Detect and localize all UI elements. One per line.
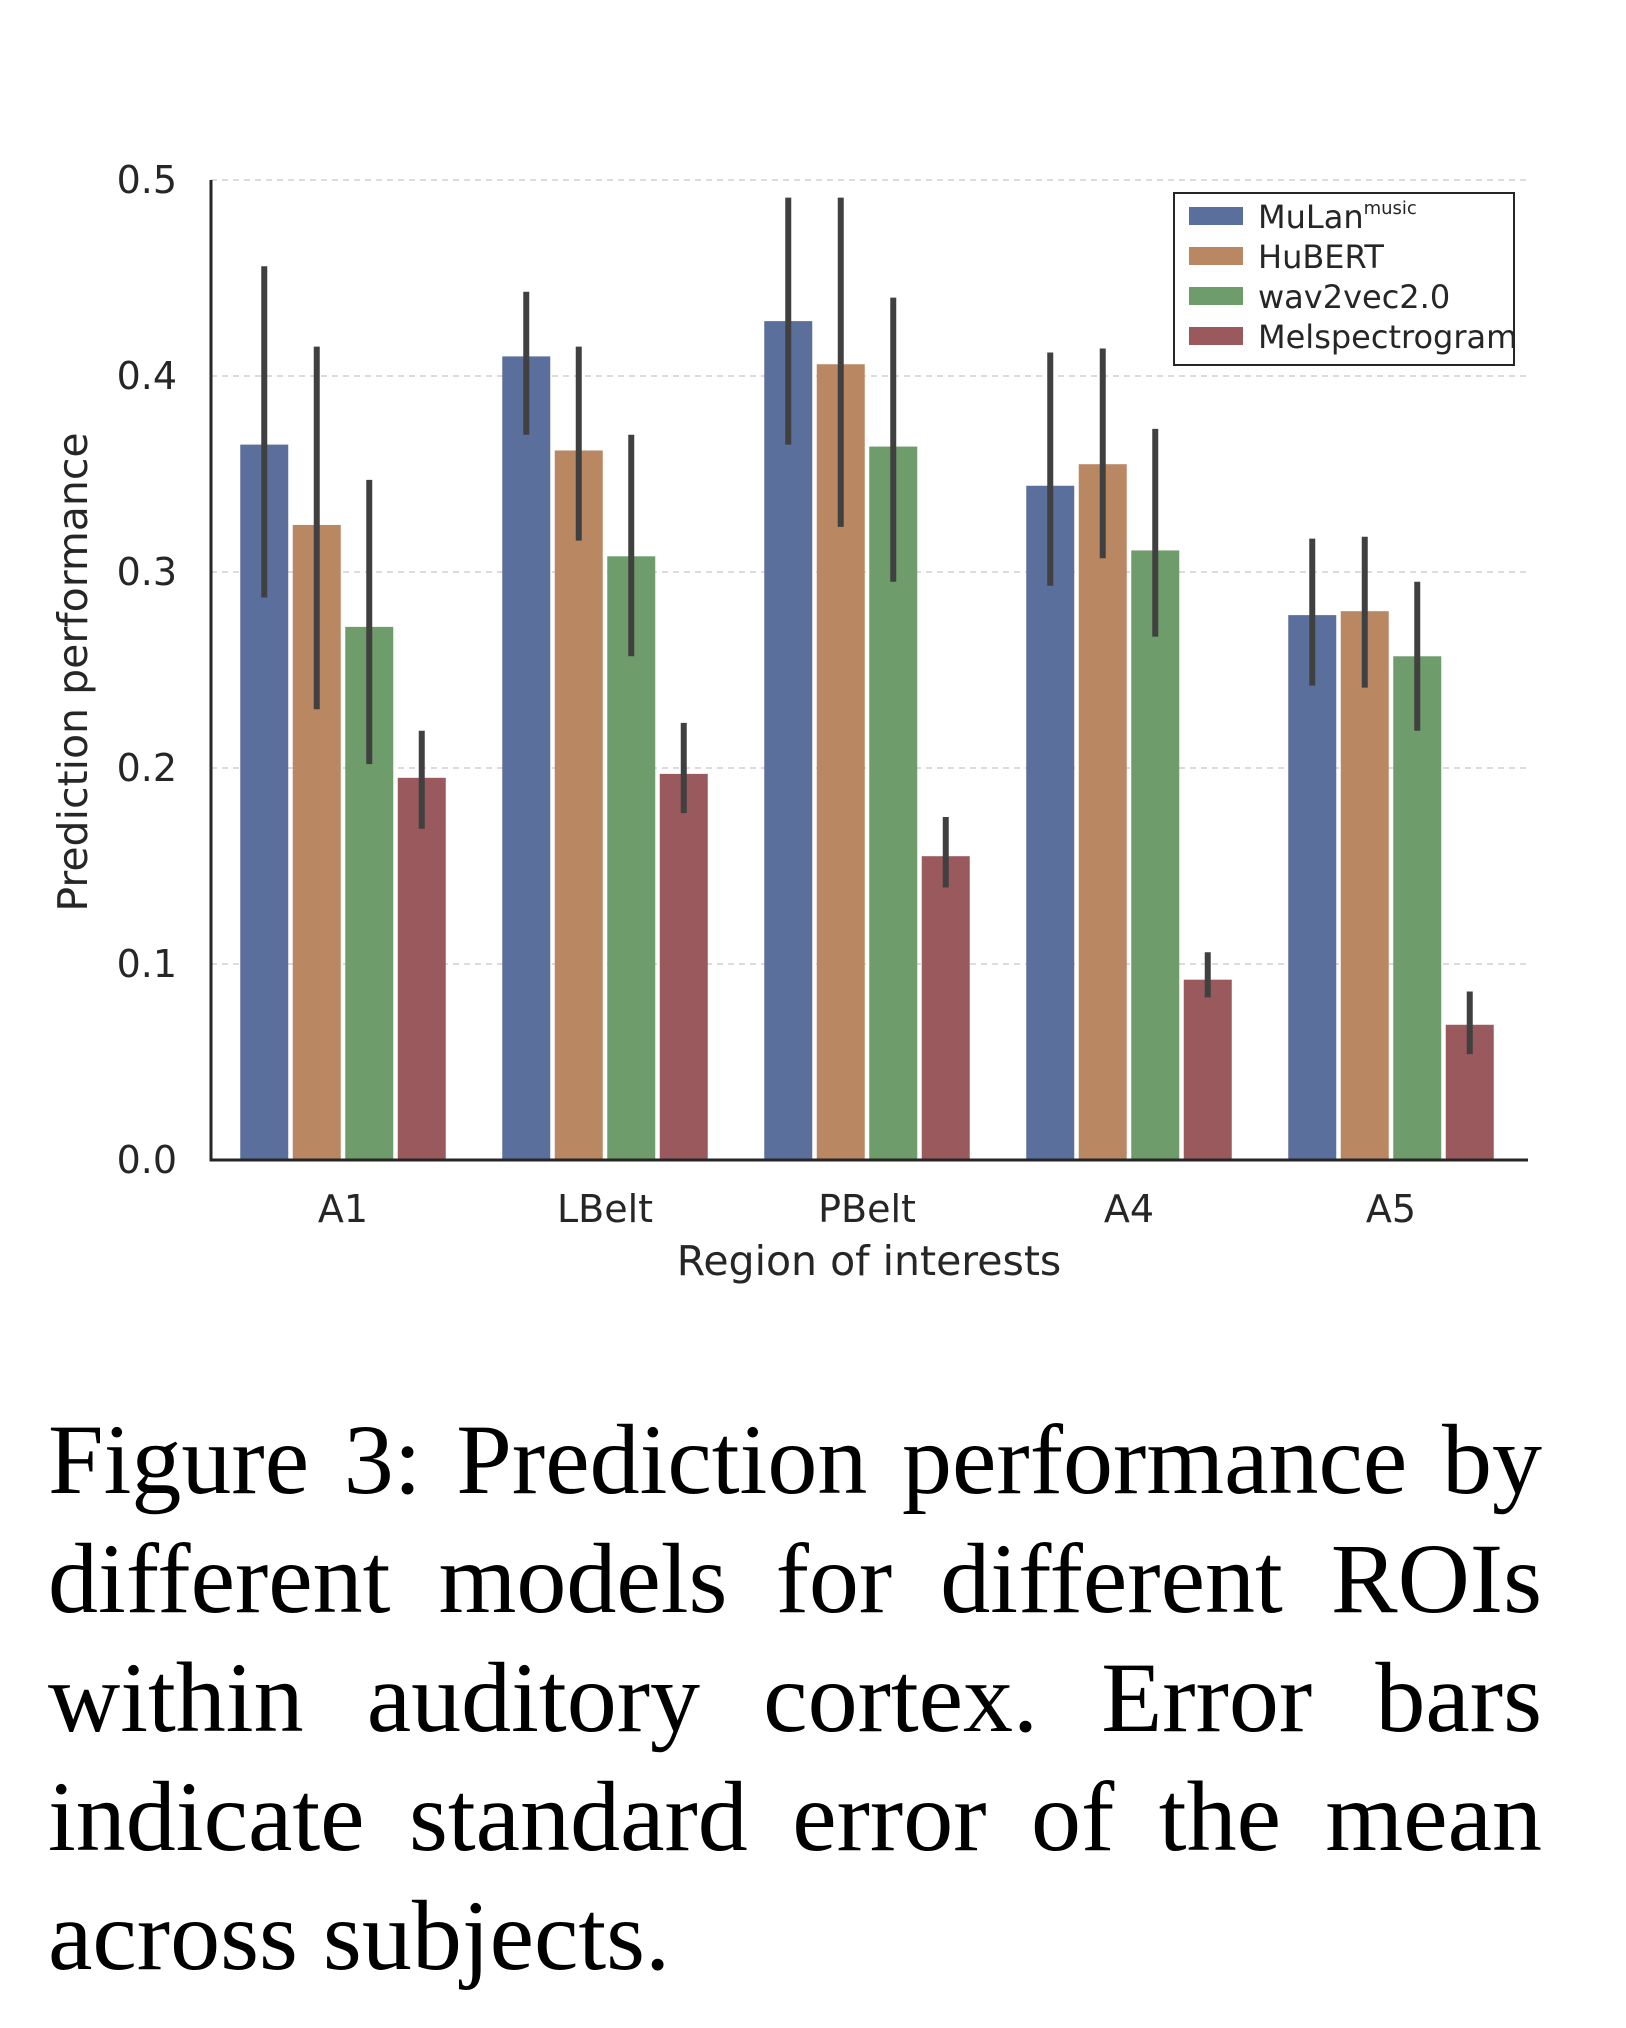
legend-label: MuLanmusic [1258,198,1417,236]
x-tick-label: LBelt [557,1187,653,1231]
y-tick-label: 0.5 [117,158,177,202]
axes [209,180,1528,1162]
bar-chart: 0.0 0.1 0.2 0.3 0.4 0.5 A1 LBelt PBelt A4 A5 Regi… [49,158,1528,1285]
legend-label: Melspectrogram [1258,318,1517,356]
y-tick-label: 0.2 [117,746,177,790]
bar [659,773,708,1160]
legend-label: wav2vec2.0 [1258,278,1450,316]
x-tick-labels: A1 LBelt PBelt A4 A5 [318,1187,1416,1231]
legend-swatch [1189,287,1243,305]
x-tick-label: PBelt [818,1187,916,1231]
legend-swatch [1189,207,1243,225]
bar [1288,615,1337,1160]
legend-swatch [1189,327,1243,345]
bar-series [240,321,1494,1161]
bar [1131,550,1180,1160]
y-tick-labels: 0.0 0.1 0.2 0.3 0.4 0.5 [117,158,177,1182]
x-axis-label: Region of interests [677,1237,1062,1285]
figure-caption: Figure 3: Prediction performance by diff… [48,1404,1542,1991]
y-tick-label: 0.0 [117,1138,177,1182]
y-tick-label: 0.4 [117,354,177,398]
x-tick-label: A5 [1366,1187,1416,1231]
x-tick-label: A4 [1104,1187,1154,1231]
x-tick-label: A1 [318,1187,368,1231]
error-bars [261,197,1473,1055]
bar [502,356,551,1160]
bar [1078,464,1127,1160]
legend-swatch [1189,247,1243,265]
bar [397,777,446,1160]
bar [764,321,813,1160]
bar [1183,979,1232,1160]
y-tick-label: 0.3 [117,550,177,594]
y-tick-label: 0.1 [117,942,177,986]
bar [1340,611,1389,1160]
y-axis-label: Prediction performance [49,432,97,911]
bar [1393,656,1442,1160]
legend-label: HuBERT [1258,238,1384,276]
bar [921,856,970,1160]
bar [554,450,603,1161]
legend-superscript: music [1364,198,1417,219]
bar [607,556,656,1160]
bar [1026,485,1075,1160]
